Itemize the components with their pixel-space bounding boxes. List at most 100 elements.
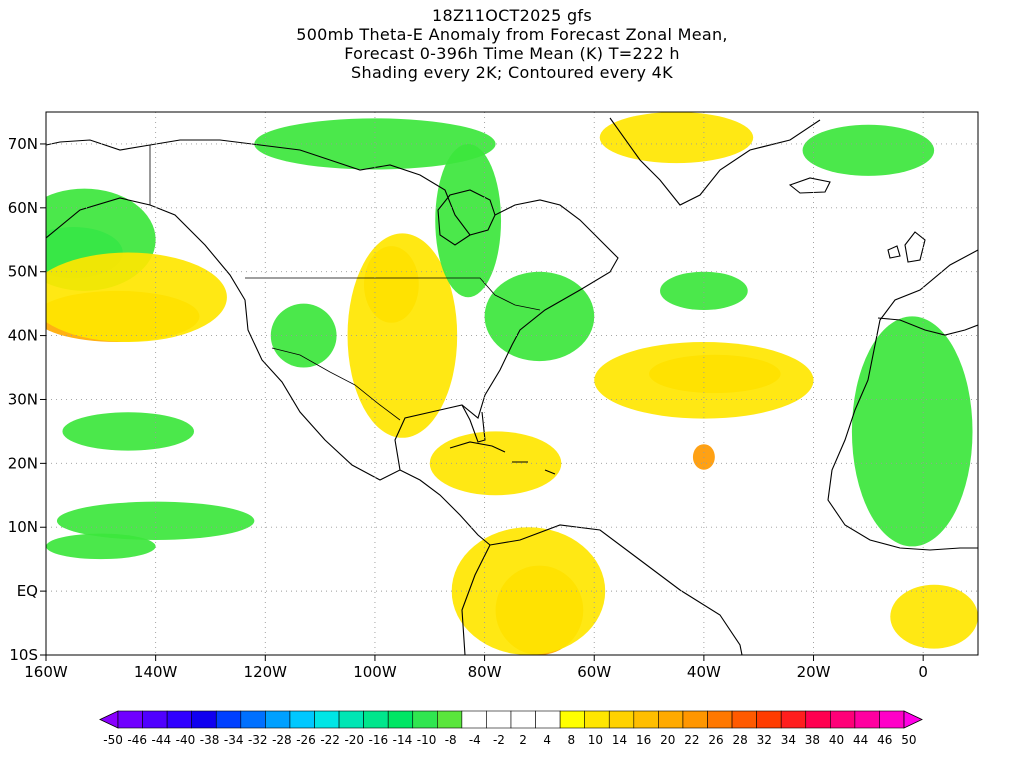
colorbar-label: -20: [344, 733, 364, 747]
british-isles-coast: [887, 231, 926, 263]
colorbar-label: 32: [757, 733, 772, 747]
colorbar-swatch: [215, 710, 242, 729]
colorbar-label: -26: [296, 733, 316, 747]
lat-label: 70N: [8, 135, 38, 153]
north-atlantic-cool: [660, 271, 748, 311]
colorbar-label: 20: [660, 733, 675, 747]
central-atlantic-warm-outer: [594, 341, 814, 419]
colorbar-swatch: [682, 710, 708, 729]
hudson-bay-cool: [435, 143, 502, 298]
hudson-bay-coast: [437, 189, 496, 246]
colorbar-label: 14: [612, 733, 627, 747]
colorbar-swatch: [608, 710, 635, 729]
colorbar-swatch: [854, 710, 880, 729]
colorbar-swatch: [314, 710, 340, 729]
colorbar-swatch: [338, 710, 364, 729]
colorbar-over-triangle: [903, 710, 923, 729]
title-line-1: 18Z11OCT2025 gfs: [432, 6, 592, 25]
colorbar-label: 10: [588, 733, 603, 747]
lon-label: 40W: [687, 663, 721, 681]
colorbar-label: -44: [152, 733, 172, 747]
political-borders: [149, 145, 541, 421]
colorbar-swatch: [363, 710, 389, 729]
colorbar-under-triangle: [99, 710, 119, 729]
greenland-warm: [599, 112, 754, 164]
colorbar-swatch: [535, 710, 561, 729]
lat-label: 50N: [8, 263, 38, 281]
colorbar-label: -50: [103, 733, 123, 747]
arctic-atlantic-cool: [802, 124, 935, 176]
latitude-labels: 70N 60N 50N 40N 30N 20N 10N EQ 10S: [8, 135, 38, 664]
colorbar-swatch: [437, 710, 463, 729]
colorbar-label: -46: [127, 733, 147, 747]
lat-label: 20N: [8, 454, 38, 472]
colorbar-swatch: [584, 710, 610, 729]
eq-pacific-cool: [46, 533, 156, 560]
caribbean-warm: [429, 431, 562, 496]
tropical-pacific-cool: [56, 501, 255, 541]
colorbar-label: 4: [543, 733, 551, 747]
colorbar-swatch: [289, 710, 315, 729]
colorbar-swatch: [830, 710, 856, 729]
west-africa-cool: [851, 316, 973, 547]
central-america-coast: [399, 469, 491, 546]
us-mexico-border: [271, 347, 401, 421]
colorbar-swatch: [166, 710, 192, 729]
colorbar-label: -40: [176, 733, 196, 747]
colorbar-swatch: [707, 710, 733, 729]
lat-label: 10N: [8, 518, 38, 536]
lat-label: 40N: [8, 327, 38, 345]
northeast-us-cool: [484, 271, 595, 362]
colorbar-label: 28: [732, 733, 747, 747]
colorbar-swatch: [879, 710, 905, 729]
colorbar-label: 38: [805, 733, 820, 747]
colorbar-label: -38: [200, 733, 220, 747]
colorbar-label: -22: [320, 733, 340, 747]
greenland-coast: [609, 117, 821, 206]
colorbar-label: -2: [493, 733, 505, 747]
colorbar-label: -4: [469, 733, 481, 747]
colorbar-swatch: [240, 710, 266, 729]
plot-titles: 18Z11OCT2025 gfs 500mb Theta-E Anomaly f…: [0, 6, 1024, 82]
subtropical-pacific-cool: [62, 412, 195, 451]
colorbar-label: -32: [248, 733, 268, 747]
colorbar-swatch: [510, 710, 536, 729]
title-line-3: Forecast 0-396h Time Mean (K) T=222 h: [344, 44, 680, 63]
colorbar-label: -8: [445, 733, 457, 747]
colorbar-label: 34: [781, 733, 796, 747]
colorbar-label: 16: [636, 733, 651, 747]
florida-coast: [461, 404, 486, 443]
lat-label: 60N: [8, 199, 38, 217]
colorbar-swatch: [805, 710, 831, 729]
ne-pacific-warm-outer: [46, 252, 227, 342]
colorbar-swatch: [412, 710, 438, 729]
colorbar-swatch: [461, 710, 487, 729]
iberia-coast: [877, 317, 978, 336]
anomaly-shading: [46, 112, 978, 655]
colorbar-swatch: [191, 710, 217, 729]
lat-label: EQ: [17, 582, 38, 600]
lon-label: 120W: [244, 663, 288, 681]
colorbar-label: 46: [877, 733, 892, 747]
colorbar-swatch: [633, 710, 659, 729]
coastlines: [46, 117, 978, 655]
colorbar-label: 2: [519, 733, 527, 747]
colorbar-label: 50: [901, 733, 916, 747]
south-america-warm-outer: [451, 527, 606, 655]
lon-label: 20W: [797, 663, 831, 681]
north-america-coast: [46, 139, 619, 481]
colorbar: [99, 710, 923, 729]
colorbar-label: 26: [708, 733, 723, 747]
us-canada-border: [245, 277, 541, 311]
colorbar-labels: -50 -46 -44 -40 -38 -34 -32 -28 -26 -22 -20 -16 -14-…: [103, 733, 916, 747]
lat-label: 30N: [8, 390, 38, 408]
colorbar-label: 22: [684, 733, 699, 747]
canadian-arctic-cool: [254, 118, 496, 170]
iceland-coast: [788, 177, 831, 194]
central-us-warm: [347, 233, 458, 438]
axis-ticks: [40, 143, 924, 661]
lon-label: 160W: [24, 663, 68, 681]
plot-frame: [45, 111, 979, 656]
tropical-storm-warm: [692, 444, 715, 470]
